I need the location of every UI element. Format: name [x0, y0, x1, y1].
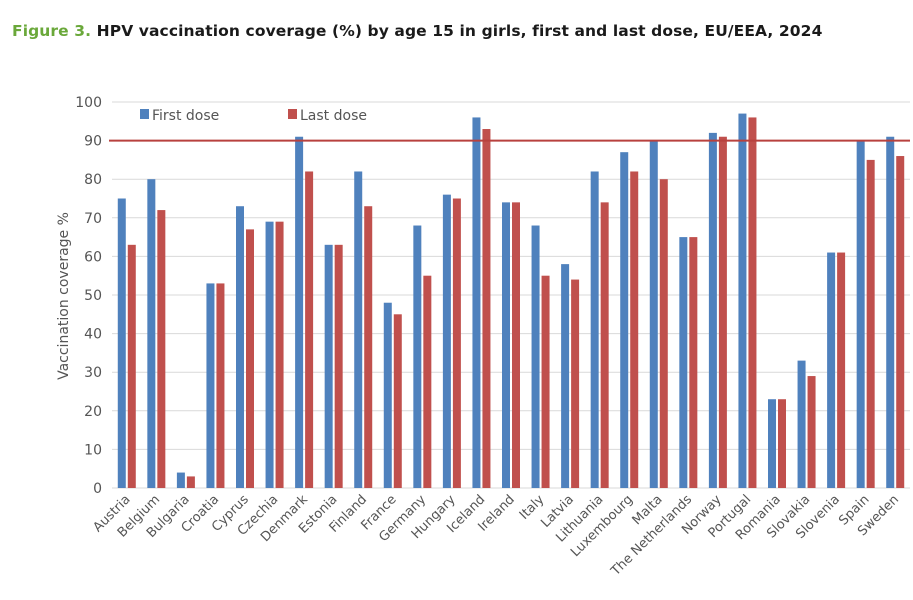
- y-axis-title: Vaccination coverage %: [56, 212, 72, 380]
- bar-last-dose-hungary: [452, 198, 461, 488]
- legend-label-last-dose: Last dose: [300, 108, 367, 124]
- bar-last-dose-latvia: [571, 279, 580, 488]
- bar-first-dose-norway: [708, 132, 717, 488]
- figure-number: Figure 3.: [12, 22, 92, 40]
- bar-last-dose-romania: [778, 399, 786, 488]
- bar-first-dose-romania: [768, 399, 776, 488]
- bar-first-dose-estonia: [324, 244, 333, 488]
- bar-last-dose-croatia: [216, 283, 225, 488]
- legend: First dose Last dose: [140, 108, 367, 124]
- bar-first-dose-bulgaria: [176, 472, 185, 488]
- bar-last-dose-czechia: [275, 221, 284, 488]
- bar-last-dose-italy: [541, 275, 550, 488]
- bars: [117, 113, 905, 489]
- bar-last-dose-france: [393, 314, 402, 488]
- bar-last-dose-finland: [364, 206, 373, 488]
- bar-last-dose-sweden: [896, 156, 905, 489]
- bar-first-dose-germany: [413, 225, 422, 488]
- bar-first-dose-lithuania: [590, 171, 599, 489]
- y-tick-label: 10: [84, 442, 102, 458]
- y-tick-label: 100: [75, 95, 102, 111]
- bar-last-dose-lithuania: [600, 202, 609, 489]
- y-axis-ticks: 0 10 20 30 40 50 60 70 80 90 100: [75, 95, 102, 497]
- y-tick-label: 50: [84, 288, 102, 304]
- bar-first-dose-malta: [649, 140, 658, 488]
- legend-swatch-last-dose: [288, 109, 297, 119]
- y-tick-label: 40: [84, 327, 102, 343]
- bar-first-dose-finland: [354, 171, 363, 489]
- bar-first-dose-austria: [117, 198, 126, 488]
- bar-first-dose-iceland: [472, 117, 481, 488]
- bar-last-dose-austria: [127, 244, 136, 488]
- bar-last-dose-slovenia: [837, 252, 846, 488]
- bar-last-dose-spain: [866, 159, 875, 488]
- bar-first-dose-the-netherlands: [679, 237, 688, 488]
- bar-last-dose-bulgaria: [186, 476, 195, 488]
- bar-first-dose-belgium: [147, 179, 156, 488]
- bar-first-dose-spain: [856, 140, 865, 488]
- bar-first-dose-slovakia: [797, 360, 806, 488]
- gridlines: [112, 101, 910, 489]
- bar-last-dose-norway: [718, 136, 727, 489]
- y-tick-label: 0: [93, 481, 102, 497]
- bar-first-dose-slovenia: [827, 252, 836, 488]
- bar-last-dose-iceland: [482, 129, 491, 488]
- bar-last-dose-ireland: [512, 202, 520, 489]
- bar-last-dose-cyprus: [246, 229, 254, 488]
- bar-first-dose-sweden: [886, 136, 895, 489]
- y-tick-label: 90: [84, 134, 102, 150]
- bar-last-dose-estonia: [334, 244, 343, 488]
- bar-first-dose-hungary: [442, 194, 451, 488]
- bar-last-dose-denmark: [305, 171, 314, 489]
- bar-first-dose-croatia: [206, 283, 215, 488]
- y-tick-label: 20: [84, 404, 102, 420]
- bar-last-dose-luxembourg: [630, 171, 639, 489]
- bar-first-dose-italy: [531, 225, 540, 488]
- y-tick-label: 70: [84, 211, 102, 227]
- bar-first-dose-latvia: [561, 264, 570, 488]
- bar-first-dose-czechia: [265, 221, 274, 488]
- bar-first-dose-france: [383, 302, 392, 488]
- bar-first-dose-cyprus: [236, 206, 244, 488]
- figure-title-text: HPV vaccination coverage (%) by age 15 i…: [96, 22, 823, 40]
- bar-first-dose-luxembourg: [620, 152, 629, 488]
- bar-last-dose-slovakia: [807, 376, 816, 488]
- bar-first-dose-denmark: [295, 136, 304, 489]
- bar-last-dose-portugal: [748, 117, 757, 488]
- y-tick-label: 80: [84, 172, 102, 188]
- x-axis-labels: AustriaBelgiumBulgariaCroatiaCyprusCzech…: [91, 492, 903, 580]
- figure-title: Figure 3. HPV vaccination coverage (%) b…: [12, 22, 822, 40]
- y-tick-label: 30: [84, 365, 102, 381]
- bar-last-dose-belgium: [157, 210, 166, 488]
- bar-first-dose-portugal: [738, 113, 747, 488]
- bar-first-dose-ireland: [502, 202, 510, 489]
- legend-label-first-dose: First dose: [152, 108, 219, 124]
- bar-last-dose-germany: [423, 275, 432, 488]
- y-tick-label: 60: [84, 249, 102, 265]
- legend-swatch-first-dose: [140, 109, 149, 119]
- bar-last-dose-malta: [659, 179, 668, 488]
- bar-last-dose-the-netherlands: [689, 237, 698, 488]
